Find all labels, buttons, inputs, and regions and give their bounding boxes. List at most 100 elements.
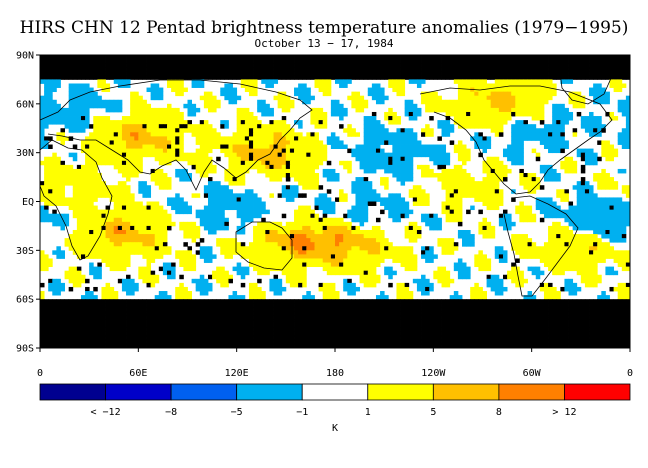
- heatmap-cell: [601, 71, 606, 76]
- heatmap-cell: [322, 213, 328, 219]
- heatmap-cell: [400, 67, 406, 72]
- heatmap-cell: [318, 71, 324, 76]
- heatmap-cell: [326, 75, 332, 80]
- heatmap-cell: [335, 111, 340, 117]
- heatmap-cell: [371, 250, 377, 255]
- heatmap-cell: [207, 181, 213, 186]
- heatmap-cell: [248, 63, 254, 68]
- heatmap-cell: [48, 67, 53, 72]
- heatmap-cell: [138, 242, 143, 247]
- heatmap-cell: [183, 156, 188, 162]
- heatmap-cell: [589, 91, 594, 97]
- heatmap-cell: [97, 116, 102, 121]
- heatmap-cell: [220, 91, 225, 97]
- heatmap-cell: [597, 95, 602, 101]
- heatmap-cell: [605, 67, 610, 72]
- heatmap-cell: [93, 234, 98, 239]
- heatmap-cell: [474, 254, 479, 259]
- heatmap-cell: [294, 209, 299, 215]
- heatmap-cell: [138, 168, 143, 174]
- heatmap-cell: [257, 107, 262, 113]
- heatmap-cell: [220, 67, 225, 72]
- heatmap-cell: [371, 246, 377, 251]
- heatmap-cell: [248, 83, 254, 88]
- heatmap-cell: [363, 160, 369, 166]
- heatmap-cell: [318, 250, 324, 255]
- heatmap-cell: [515, 71, 520, 76]
- heatmap-cell: [261, 136, 266, 141]
- heatmap-cell: [171, 156, 176, 162]
- heatmap-cell: [154, 242, 160, 247]
- heatmap-cell: [433, 95, 438, 101]
- heatmap-cell: [375, 225, 381, 231]
- heatmap-cell: [335, 107, 340, 113]
- heatmap-cell: [412, 63, 418, 68]
- heatmap-cell: [384, 132, 389, 137]
- heatmap-cell: [474, 91, 479, 97]
- heatmap-cell: [138, 189, 143, 194]
- heatmap-cell: [240, 128, 246, 133]
- heatmap-cell: [433, 144, 438, 149]
- heatmap-cell: [273, 262, 279, 268]
- heatmap-cell: [609, 238, 615, 243]
- heatmap-cell: [85, 55, 90, 60]
- heatmap-cell: [486, 193, 492, 198]
- heatmap-cell: [330, 103, 336, 109]
- heatmap-cell: [265, 164, 270, 170]
- heatmap-cell: [183, 201, 188, 206]
- heatmap-cell: [375, 148, 381, 154]
- heatmap-cell: [269, 168, 274, 174]
- heatmap-cell: [109, 197, 115, 202]
- heatmap-cell: [154, 234, 160, 239]
- heatmap-cell: [72, 120, 78, 125]
- heatmap-cell: [183, 128, 188, 133]
- heatmap-cell: [105, 156, 111, 162]
- heatmap-cell: [335, 238, 340, 243]
- heatmap-cell: [625, 254, 631, 259]
- heatmap-cell: [314, 116, 320, 121]
- heatmap-cell: [220, 197, 225, 202]
- heatmap-cell: [101, 55, 106, 60]
- heatmap-cell: [335, 225, 340, 231]
- heatmap-cell: [494, 185, 500, 190]
- heatmap-cell: [146, 132, 152, 137]
- heatmap-cell: [134, 209, 139, 215]
- heatmap-cell: [126, 136, 131, 141]
- heatmap-cell: [584, 116, 590, 121]
- heatmap-cell: [490, 55, 496, 60]
- heatmap-cell: [101, 120, 106, 125]
- heatmap-cell: [486, 59, 492, 64]
- heatmap-cell: [605, 99, 610, 105]
- heatmap-cell: [486, 160, 492, 166]
- heatmap-cell: [306, 75, 311, 80]
- heatmap-cell: [89, 177, 94, 182]
- heatmap-cell: [429, 213, 434, 219]
- heatmap-cell: [519, 148, 524, 154]
- heatmap-cell: [576, 181, 582, 186]
- heatmap-cell: [212, 128, 217, 133]
- heatmap-cell: [232, 152, 238, 158]
- heatmap-cell: [339, 107, 344, 113]
- heatmap-cell: [318, 205, 324, 211]
- heatmap-cell: [207, 136, 213, 141]
- heatmap-cell: [380, 128, 385, 133]
- heatmap-cell: [224, 71, 229, 76]
- heatmap-cell: [486, 111, 492, 117]
- heatmap-cell: [134, 59, 139, 64]
- heatmap-cell: [265, 132, 270, 137]
- heatmap-cell: [207, 156, 213, 162]
- heatmap-cell: [380, 238, 385, 243]
- heatmap-cell: [335, 63, 340, 68]
- heatmap-cell: [269, 262, 274, 268]
- heatmap-cell: [80, 55, 86, 60]
- heatmap-cell: [535, 67, 541, 72]
- heatmap-cell: [318, 193, 324, 198]
- heatmap-cell: [265, 242, 270, 247]
- heatmap-cell: [40, 181, 45, 186]
- heatmap-cell: [572, 99, 578, 105]
- heatmap-cell: [244, 75, 250, 80]
- heatmap-cell: [613, 67, 619, 72]
- heatmap-cell: [76, 103, 82, 109]
- heatmap-cell: [482, 99, 487, 105]
- heatmap-cell: [281, 120, 287, 125]
